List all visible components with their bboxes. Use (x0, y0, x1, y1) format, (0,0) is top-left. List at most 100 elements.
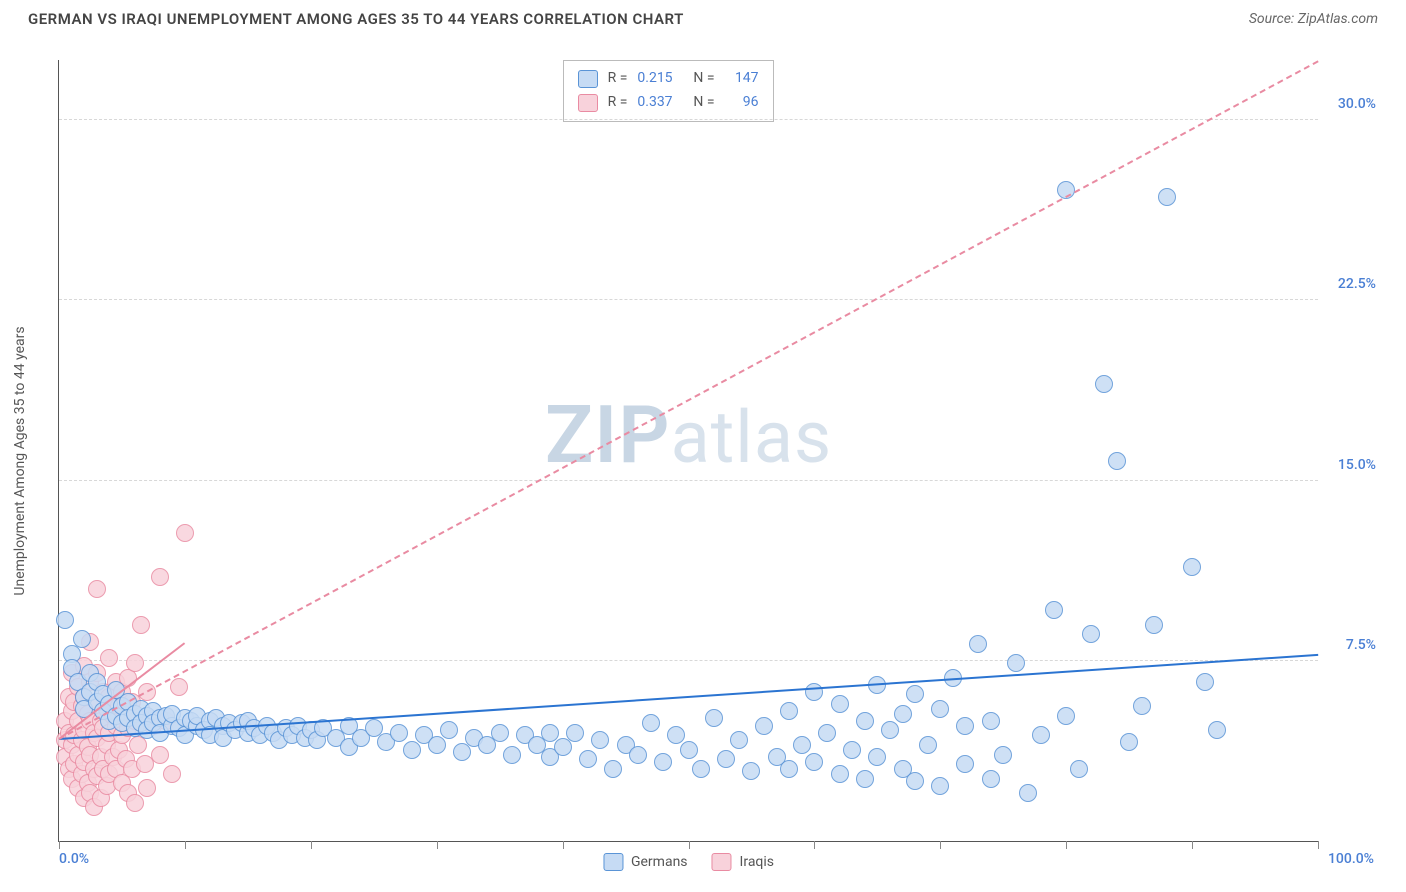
trend-line (59, 60, 1319, 739)
plot-area: ZIPatlas R =0.215N =147R =0.337N =96 0.0… (58, 60, 1318, 842)
x-tick (1066, 841, 1067, 849)
scatter-point (579, 750, 597, 768)
stats-row: R =0.215N =147 (578, 67, 759, 91)
n-label: N = (693, 91, 714, 115)
watermark: ZIPatlas (545, 388, 832, 482)
chart-title: GERMAN VS IRAQI UNEMPLOYMENT AMONG AGES … (28, 10, 684, 28)
x-axis-min-label: 0.0% (59, 851, 89, 867)
scatter-point (566, 724, 584, 742)
scatter-point (1032, 726, 1050, 744)
scatter-point (881, 721, 899, 739)
scatter-point (390, 724, 408, 742)
scatter-point (894, 705, 912, 723)
legend-label: Germans (631, 854, 688, 870)
legend-swatch (712, 853, 732, 871)
scatter-point (1019, 784, 1037, 802)
scatter-point (56, 611, 74, 629)
scatter-point (793, 736, 811, 754)
y-tick-label: 15.0% (1338, 457, 1376, 473)
scatter-point (126, 794, 144, 812)
scatter-point (956, 717, 974, 735)
x-tick (437, 841, 438, 849)
scatter-point (1145, 616, 1163, 634)
scatter-point (931, 700, 949, 718)
gridline (59, 660, 1318, 661)
scatter-point (717, 750, 735, 768)
r-value: 0.215 (637, 67, 683, 91)
scatter-point (906, 772, 924, 790)
scatter-point (629, 746, 647, 764)
scatter-point (176, 524, 194, 542)
scatter-point (163, 765, 181, 783)
n-value: 96 (725, 91, 759, 115)
scatter-point (1095, 375, 1113, 393)
chart-header: GERMAN VS IRAQI UNEMPLOYMENT AMONG AGES … (0, 0, 1406, 34)
scatter-point (742, 762, 760, 780)
scatter-point (843, 741, 861, 759)
scatter-point (100, 649, 118, 667)
x-axis-max-label: 100.0% (1328, 851, 1374, 867)
scatter-point (1133, 697, 1151, 715)
x-tick (563, 841, 564, 849)
x-tick (311, 841, 312, 849)
gridline (59, 299, 1318, 300)
scatter-point (1057, 707, 1075, 725)
scatter-point (554, 738, 572, 756)
legend-swatch (603, 853, 623, 871)
chart-source: Source: ZipAtlas.com (1249, 11, 1378, 27)
legend-item: Iraqis (712, 853, 774, 871)
scatter-point (931, 777, 949, 795)
r-value: 0.337 (637, 91, 683, 115)
legend-item: Germans (603, 853, 688, 871)
scatter-point (692, 760, 710, 778)
scatter-point (453, 743, 471, 761)
series-swatch (578, 94, 598, 112)
scatter-point (428, 736, 446, 754)
gridline (59, 480, 1318, 481)
scatter-point (818, 724, 836, 742)
scatter-point (654, 753, 672, 771)
scatter-point (1070, 760, 1088, 778)
scatter-point (126, 654, 144, 672)
r-label: R = (608, 91, 628, 115)
x-tick (689, 841, 690, 849)
scatter-point (680, 741, 698, 759)
scatter-point (503, 746, 521, 764)
chart-container: Unemployment Among Ages 35 to 44 years Z… (28, 40, 1378, 882)
scatter-point (403, 741, 421, 759)
scatter-point (805, 753, 823, 771)
scatter-point (73, 630, 91, 648)
y-tick-label: 30.0% (1338, 96, 1376, 112)
scatter-point (969, 635, 987, 653)
scatter-point (805, 683, 823, 701)
scatter-point (956, 755, 974, 773)
x-tick (185, 841, 186, 849)
scatter-point (1108, 452, 1126, 470)
scatter-point (919, 736, 937, 754)
x-tick (814, 841, 815, 849)
scatter-point (730, 731, 748, 749)
scatter-point (170, 678, 188, 696)
scatter-point (831, 765, 849, 783)
scatter-point (868, 748, 886, 766)
scatter-point (1196, 673, 1214, 691)
scatter-point (151, 568, 169, 586)
scatter-point (88, 580, 106, 598)
y-axis-label: Unemployment Among Ages 35 to 44 years (12, 326, 28, 595)
n-label: N = (693, 67, 714, 91)
scatter-point (151, 746, 169, 764)
scatter-point (755, 717, 773, 735)
scatter-point (1183, 558, 1201, 576)
scatter-point (642, 714, 660, 732)
x-tick (59, 841, 60, 849)
scatter-point (1158, 188, 1176, 206)
scatter-point (132, 616, 150, 634)
scatter-point (831, 695, 849, 713)
scatter-point (856, 712, 874, 730)
scatter-point (591, 731, 609, 749)
scatter-point (1007, 654, 1025, 672)
legend-label: Iraqis (740, 854, 774, 870)
stats-row: R = 0.337 N = 96 (578, 91, 759, 115)
scatter-point (604, 760, 622, 778)
scatter-point (982, 712, 1000, 730)
